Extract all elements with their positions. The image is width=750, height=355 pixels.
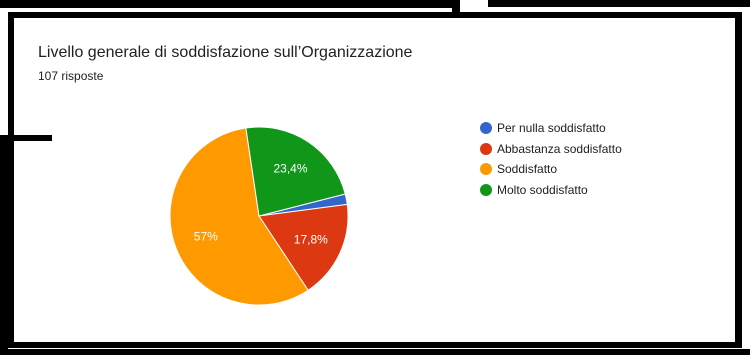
frame-top-left-edge xyxy=(0,0,458,8)
legend-item-2: Abbastanza soddisfatto xyxy=(480,139,622,160)
legend-dot-icon xyxy=(480,183,492,196)
legend-label: Abbastanza soddisfatto xyxy=(497,141,622,156)
slice-data-label-3: 57% xyxy=(194,229,218,243)
frame-left-edge xyxy=(0,140,8,355)
legend-label: Molto soddisfatto xyxy=(497,182,588,197)
frame-tick xyxy=(452,0,460,16)
legend-item-3: Soddisfatto xyxy=(480,159,622,180)
legend-item-1: Per nulla soddisfatto xyxy=(480,118,622,139)
response-count: 107 risposte xyxy=(38,69,104,83)
slice-data-label-4: 23,4% xyxy=(274,162,308,176)
legend-dot-icon xyxy=(480,163,492,176)
frame-left-notch xyxy=(0,135,52,141)
legend-dot-icon xyxy=(480,122,492,135)
pie-slice-2 xyxy=(258,203,349,291)
frame-bottom-edge xyxy=(0,349,750,355)
chart-title: Livello generale di soddisfazione sull’O… xyxy=(38,44,413,61)
legend-dot-icon xyxy=(480,142,492,155)
legend-label: Soddisfatto xyxy=(497,162,558,177)
pie-slice-4 xyxy=(245,126,346,217)
chart-card xyxy=(8,12,742,348)
legend-label: Per nulla soddisfatto xyxy=(497,121,606,136)
slice-data-label-2: 17,8% xyxy=(294,233,328,247)
pie-slice-3 xyxy=(169,127,309,306)
frame-top-right-edge xyxy=(488,0,750,7)
legend-item-4: Molto soddisfatto xyxy=(480,180,622,201)
chart-legend: Per nulla soddisfatto Abbastanza soddisfa… xyxy=(480,118,622,200)
